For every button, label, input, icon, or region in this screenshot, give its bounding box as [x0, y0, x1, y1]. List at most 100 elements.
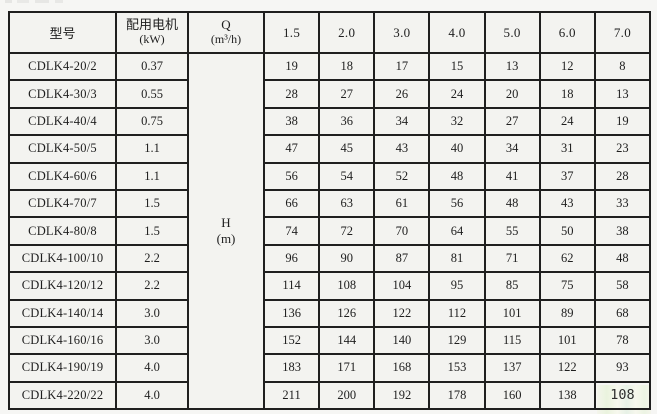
value-cell: 89 [538, 298, 596, 328]
value-cell: 40 [428, 134, 486, 164]
value-cell: 28 [262, 79, 321, 109]
model-cell: CDLK4-160/16 [8, 325, 117, 356]
power-cell: 0.37 [115, 51, 189, 82]
header-flow-4: 4.0 [428, 11, 486, 54]
value-cell: 41 [483, 161, 541, 191]
value-cell: 58 [593, 271, 652, 301]
value-cell: 137 [483, 353, 541, 383]
header-motor-line1: 配用电机 [125, 17, 178, 33]
header-flow-1: 1.5 [262, 11, 321, 54]
value-cell: 90 [318, 243, 376, 274]
value-cell: 112 [428, 298, 486, 328]
value-cell: 81 [428, 243, 486, 274]
value-cell: 74 [262, 216, 321, 246]
power-cell: 1.1 [115, 134, 189, 164]
table-row: CDLK4-220/22 4.0 211 200 192 178 160 138… [8, 380, 652, 411]
cropped-text-fragment [5, 0, 63, 3]
value-cell: 168 [373, 353, 431, 383]
value-cell: 34 [373, 106, 431, 137]
model-cell: CDLK4-100/10 [8, 243, 117, 274]
value-cell: 28 [593, 161, 652, 191]
value-cell: 122 [538, 353, 596, 383]
value-cell: 101 [483, 298, 541, 328]
value-cell: 18 [538, 79, 596, 109]
header-flow-unit: Q (m³/h) [187, 11, 265, 54]
value-cell: 43 [373, 134, 431, 164]
value-cell: 54 [318, 161, 376, 191]
header-q-unit: (m³/h) [210, 32, 242, 47]
value-cell: 20 [483, 79, 541, 109]
value-cell: 96 [262, 243, 321, 274]
header-model: 型号 [8, 11, 117, 54]
table-row: CDLK4-70/7 1.5 66 63 61 56 48 43 33 [8, 188, 652, 219]
value-cell: 153 [428, 353, 486, 383]
value-cell: 108 [318, 271, 376, 301]
value-cell: 104 [373, 271, 431, 301]
model-cell: CDLK4-20/2 [8, 51, 117, 82]
model-cell: CDLK4-80/8 [8, 216, 117, 246]
value-cell: 115 [483, 325, 541, 356]
value-cell: 183 [262, 353, 321, 383]
value-cell: 8 [593, 51, 652, 82]
value-cell: 75 [538, 271, 596, 301]
value-cell: 48 [483, 188, 541, 219]
table-row: CDLK4-120/12 2.2 114 108 104 95 85 75 58 [8, 271, 652, 301]
value-cell: 140 [373, 325, 431, 356]
value-cell: 87 [373, 243, 431, 274]
value-cell: 61 [373, 188, 431, 219]
h-unit: (m) [216, 231, 236, 247]
value-cell: 56 [262, 161, 321, 191]
table-row: CDLK4-50/5 1.1 47 45 43 40 34 31 23 [8, 134, 652, 164]
value-cell: 36 [318, 106, 376, 137]
value-cell: 13 [483, 51, 541, 82]
value-cell: 95 [428, 271, 486, 301]
value-cell: 48 [428, 161, 486, 191]
value-cell: 23 [593, 134, 652, 164]
power-cell: 0.55 [115, 79, 189, 109]
power-cell: 1.5 [115, 188, 189, 219]
value-cell: 71 [483, 243, 541, 274]
power-cell: 3.0 [115, 325, 189, 356]
table-row: CDLK4-40/4 0.75 38 36 34 32 27 24 19 [8, 106, 652, 137]
value-cell: 24 [538, 106, 596, 137]
power-cell: 4.0 [115, 380, 189, 411]
header-flow-7: 7.0 [593, 11, 652, 54]
value-cell: 64 [428, 216, 486, 246]
header-flow-3: 3.0 [373, 11, 431, 54]
header-q-symbol: Q [221, 17, 231, 33]
value-cell: 70 [373, 216, 431, 246]
power-cell: 3.0 [115, 298, 189, 328]
header-flow-5: 5.0 [483, 11, 541, 54]
table-row: CDLK4-140/14 3.0 136 126 122 112 101 89 … [8, 298, 652, 328]
value-cell: 114 [262, 271, 321, 301]
value-cell: 122 [373, 298, 431, 328]
value-cell: 13 [593, 79, 652, 109]
value-cell: 160 [483, 380, 541, 411]
value-cell: 27 [318, 79, 376, 109]
value-cell: 18 [318, 51, 376, 82]
model-cell: CDLK4-40/4 [8, 106, 117, 137]
value-cell: 171 [318, 353, 376, 383]
table-row: CDLK4-60/6 1.1 56 54 52 48 41 37 28 [8, 161, 652, 191]
model-cell: CDLK4-220/22 [8, 380, 117, 411]
value-cell: 17 [373, 51, 431, 82]
value-cell: 211 [262, 380, 321, 411]
model-cell: CDLK4-70/7 [8, 188, 117, 219]
value-cell: 48 [593, 243, 652, 274]
header-flow-2: 2.0 [318, 11, 376, 54]
value-cell: 63 [318, 188, 376, 219]
value-cell: 38 [262, 106, 321, 137]
table-row: CDLK4-100/10 2.2 96 90 87 81 71 62 48 [8, 243, 652, 274]
pump-performance-table: 型号 配用电机 (kW) Q (m³/h) 1.5 2.0 3.0 4.0 5.… [8, 11, 652, 411]
power-cell: 0.75 [115, 106, 189, 137]
value-cell: 34 [483, 134, 541, 164]
power-cell: 2.2 [115, 243, 189, 274]
value-cell: 26 [373, 79, 431, 109]
value-cell: 136 [262, 298, 321, 328]
value-cell: 85 [483, 271, 541, 301]
value-cell: 47 [262, 134, 321, 164]
table-row: CDLK4-80/8 1.5 74 72 70 64 55 50 38 [8, 216, 652, 246]
value-cell: 50 [538, 216, 596, 246]
head-unit-cell: H (m) [187, 51, 265, 411]
